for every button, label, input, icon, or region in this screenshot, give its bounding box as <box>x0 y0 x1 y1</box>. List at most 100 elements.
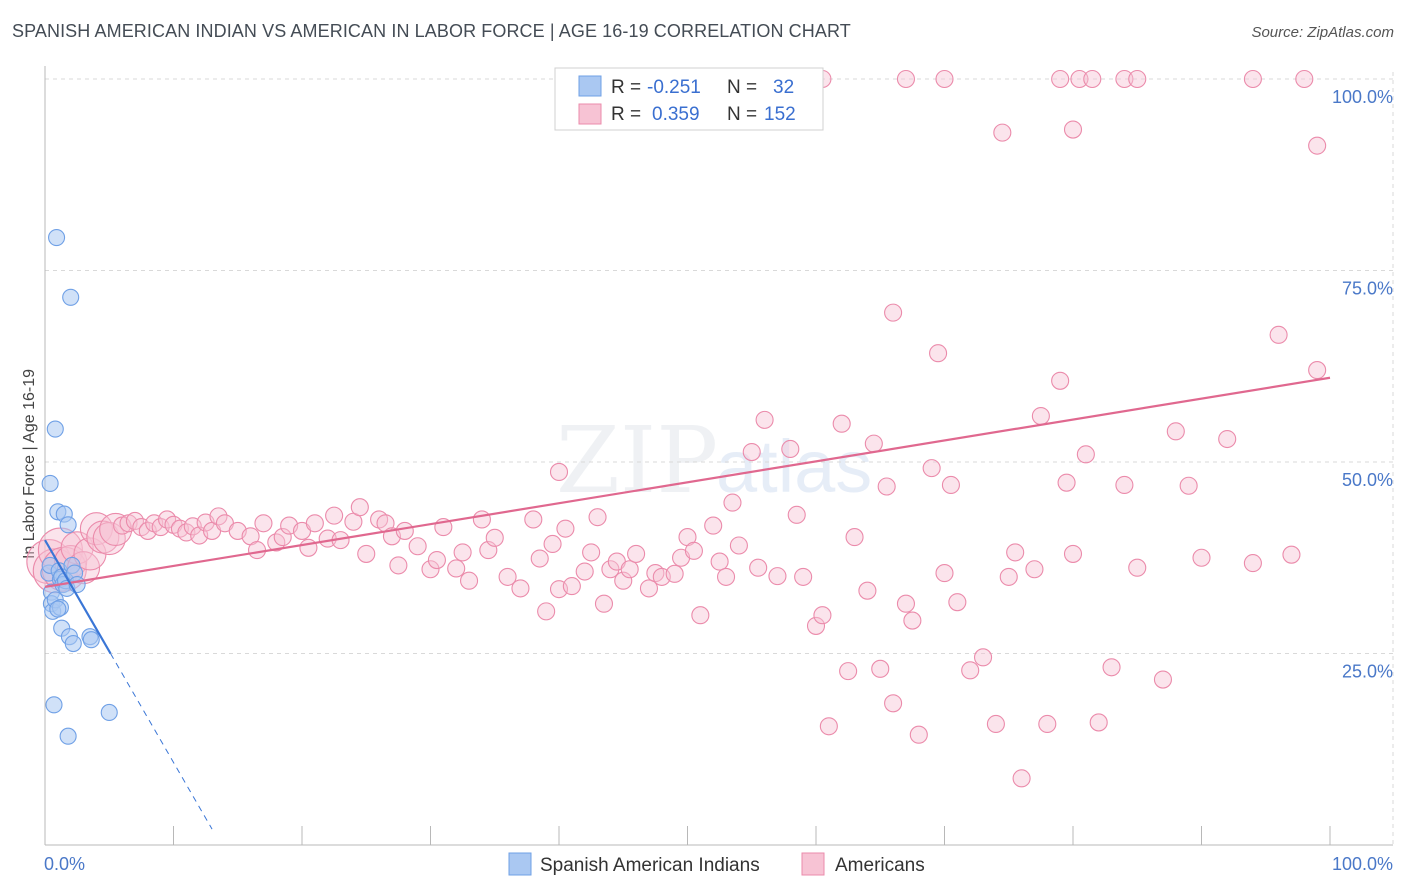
american-point <box>1128 558 1147 577</box>
american-point <box>1038 714 1057 734</box>
y-tick-label: 100.0% <box>1332 87 1393 107</box>
american-point <box>884 303 903 322</box>
american-point <box>704 516 723 535</box>
american-point <box>614 571 633 590</box>
american-point <box>922 459 941 478</box>
american-point <box>993 123 1012 142</box>
american-point <box>627 544 646 563</box>
american-point <box>877 477 896 496</box>
american-point <box>1308 361 1327 380</box>
watermark-atlas: atlas <box>716 425 872 508</box>
spanish-american-indians-trend-extension <box>110 653 213 830</box>
american-point <box>973 648 993 667</box>
spanish-american-indians-trend-line <box>44 539 112 655</box>
american-point <box>1192 548 1211 567</box>
y-tick-label: 75.0% <box>1342 279 1393 299</box>
watermark-zip: ZIP <box>556 407 718 514</box>
spanish-american-indian-point <box>62 288 80 306</box>
american-point <box>408 537 427 556</box>
american-point <box>1051 371 1070 390</box>
american-point <box>601 560 620 579</box>
spanish-american-indian-point <box>45 696 63 714</box>
american-point <box>620 560 639 579</box>
american-point <box>1063 544 1083 563</box>
legend-swatch-pink <box>578 103 602 125</box>
x-tick-label: 0.0% <box>44 854 85 874</box>
american-point <box>459 571 479 590</box>
y-tick-label: 50.0% <box>1342 470 1393 490</box>
legend-swatch-blue <box>578 75 602 97</box>
american-point <box>273 528 292 547</box>
american-point <box>556 519 575 538</box>
spanish-american-indian-point <box>48 229 66 247</box>
american-point <box>357 544 376 563</box>
american-point <box>1102 658 1121 677</box>
american-point <box>485 528 504 547</box>
american-point <box>884 694 903 713</box>
american-point <box>1269 325 1288 344</box>
legend-r-label-1: R = <box>611 77 641 98</box>
spanish-american-indians-points <box>40 229 118 745</box>
american-point <box>1243 69 1262 89</box>
american-point <box>755 410 774 429</box>
american-point <box>787 505 806 524</box>
american-point <box>588 508 607 527</box>
american-point <box>1218 429 1237 449</box>
spanish-american-indian-point <box>82 631 100 649</box>
american-point <box>395 521 414 540</box>
american-point <box>813 606 832 625</box>
y-tick-label: 25.0% <box>1342 662 1393 682</box>
legend-n-label-2: N = <box>727 104 757 125</box>
y-axis-label: In Labor Force | Age 16-19 <box>21 369 38 559</box>
series-legend-label-1: Spanish American Indians <box>540 855 760 876</box>
american-point <box>453 543 472 562</box>
american-point <box>871 659 890 678</box>
american-point <box>1025 560 1044 579</box>
american-point <box>472 510 491 529</box>
legend-n-value-1: 32 <box>773 77 794 98</box>
american-point <box>723 493 742 512</box>
american-point <box>1166 422 1185 441</box>
american-point <box>1012 769 1031 788</box>
american-point <box>92 522 126 556</box>
american-point <box>729 536 748 555</box>
legend-n-label-1: N = <box>727 77 757 98</box>
american-point <box>582 543 601 562</box>
american-point <box>806 616 826 635</box>
american-point <box>781 439 800 459</box>
american-point <box>389 556 408 575</box>
american-point <box>896 594 916 613</box>
american-point <box>1051 69 1070 89</box>
spanish-american-indian-point <box>49 600 67 618</box>
spanish-american-indian-point <box>59 727 77 745</box>
spanish-american-indian-point <box>59 516 77 534</box>
american-point <box>1128 69 1147 89</box>
american-point <box>421 560 440 579</box>
source-label: Source: ZipAtlas.com <box>1251 24 1394 41</box>
american-point <box>498 567 517 586</box>
x-tick-label: 100.0% <box>1332 854 1393 874</box>
legend-r-label-2: R = <box>611 104 641 125</box>
series-legend-swatch-blue <box>508 852 532 876</box>
american-point <box>305 514 324 533</box>
series-legend: Spanish American Indians Americans <box>508 852 925 876</box>
american-point <box>1179 476 1198 495</box>
spanish-american-indian-point <box>41 474 59 492</box>
american-point <box>768 567 787 586</box>
american-point <box>575 562 594 581</box>
american-point <box>858 581 877 600</box>
american-point <box>639 579 659 598</box>
axes <box>44 66 1393 846</box>
legend-n-value-2: 152 <box>764 104 796 125</box>
american-point <box>1063 120 1083 139</box>
american-point <box>845 528 864 547</box>
american-point <box>254 514 273 533</box>
series-legend-label-2: Americans <box>835 855 925 876</box>
american-point <box>1243 554 1262 573</box>
american-point <box>1076 445 1095 464</box>
american-point <box>247 541 267 560</box>
american-point <box>1006 543 1025 562</box>
legend-r-value-2: 0.359 <box>652 104 700 125</box>
american-point <box>896 69 916 89</box>
